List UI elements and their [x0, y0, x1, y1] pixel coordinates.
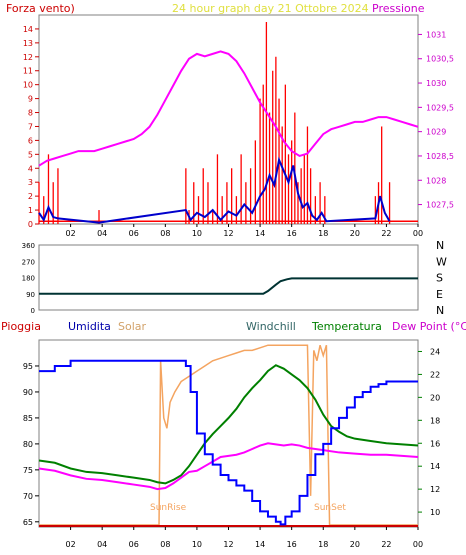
wind-y-tick-label: 3 [28, 178, 33, 187]
wind-pressure-panel: 012345678910111213141027,510281028,51029… [23, 14, 454, 238]
legend-solar: Solar [118, 320, 147, 333]
wind-avg-line [38, 156, 391, 224]
compass-label: E [436, 288, 443, 301]
pressure-y-tick-label: 1031 [426, 30, 446, 39]
temp-y-tick-label: 18 [430, 416, 440, 425]
sunrise-label: SunRise [150, 503, 187, 513]
x-tick-label: 00 [413, 540, 423, 549]
x-tick-label: 20 [350, 229, 360, 238]
x-tick-label: 10 [192, 229, 202, 238]
solar-line [39, 344, 418, 526]
direction-y-tick-label: 360 [22, 242, 35, 250]
x-tick-label: 08 [160, 540, 170, 549]
legend-umidita: Umidita [68, 320, 111, 333]
temp-y-tick-label: 24 [430, 347, 440, 356]
wind-y-tick-label: 2 [28, 192, 33, 201]
x-tick-label: 02 [65, 540, 75, 549]
pressure-y-tick-label: 1030,5 [426, 55, 454, 64]
legend-pioggia: Pioggia [1, 320, 41, 333]
x-tick-label: 18 [318, 540, 328, 549]
x-tick-label: 16 [287, 229, 297, 238]
pressure-y-tick-label: 1029 [426, 128, 446, 137]
compass-label: S [436, 272, 443, 285]
pressure-y-tick-label: 1028,5 [426, 152, 454, 161]
sunset-label: SunSet [314, 503, 346, 513]
plot-frame [38, 339, 419, 528]
x-tick-label: 02 [65, 229, 75, 238]
direction-y-tick-label: 180 [22, 275, 35, 283]
wind-y-tick-label: 12 [23, 53, 33, 62]
x-tick-label: 06 [129, 540, 139, 549]
pressure-y-tick-label: 1030 [426, 79, 446, 88]
wind-y-tick-label: 13 [23, 39, 33, 48]
x-tick-label: 14 [255, 540, 265, 549]
humidity-y-tick-label: 95 [23, 362, 33, 371]
compass-label: N [436, 239, 444, 252]
wind-y-tick-label: 0 [28, 220, 33, 229]
wind-y-tick-label: 8 [28, 109, 33, 118]
legend-windchill: Windchill [246, 320, 296, 333]
x-tick-label: 04 [97, 540, 107, 549]
temperature-line [38, 364, 419, 485]
humidity-y-tick-label: 80 [23, 440, 33, 449]
direction-y-tick-label: 0 [31, 307, 35, 315]
pressure-y-tick-label: 1029,5 [426, 103, 454, 112]
plot-frame [38, 14, 419, 225]
humidity-y-tick-label: 85 [23, 414, 33, 423]
temp-y-tick-label: 22 [430, 370, 440, 379]
x-tick-label: 12 [223, 229, 233, 238]
temp-y-tick-label: 14 [430, 462, 440, 471]
direction-y-tick-label: 90 [26, 291, 35, 299]
humidity-y-tick-label: 70 [23, 492, 33, 501]
pressure-line [38, 50, 419, 167]
wind-y-tick-label: 14 [23, 25, 33, 34]
x-tick-label: 12 [223, 540, 233, 549]
pressure-y-tick-label: 1028 [426, 176, 446, 185]
humidity-line [39, 359, 418, 526]
wind-y-tick-label: 7 [28, 122, 33, 131]
temp-humidity-panel: 65 70 75 80 85 90 95 10 12 14 16 18 20 22 24 02 04 06 08 10… [23, 339, 440, 549]
x-tick-label: 18 [318, 229, 328, 238]
wind-y-tick-label: 9 [28, 95, 33, 104]
compass-label: W [436, 255, 447, 268]
direction-y-tick-label: 270 [22, 258, 35, 266]
dewpoint-line [38, 442, 419, 491]
legend-temperatura: Temperatura [311, 320, 382, 333]
humidity-y-tick-label: 75 [23, 466, 33, 475]
x-tick-label: 14 [255, 229, 265, 238]
x-tick-label: 16 [287, 540, 297, 549]
x-tick-label: 20 [350, 540, 360, 549]
direction-line [39, 277, 418, 295]
wind-axis-label: Forza vento) [6, 2, 75, 15]
temp-y-tick-label: 20 [430, 393, 440, 402]
temp-y-tick-label: 10 [430, 508, 440, 517]
legend-dewpoint: Dew Point (°C) [392, 320, 466, 333]
pressure-axis-label: Pressione [372, 2, 425, 15]
wind-y-tick-label: 1 [28, 206, 33, 215]
x-tick-label: 00 [413, 229, 423, 238]
humidity-y-tick-label: 90 [23, 388, 33, 397]
x-tick-label: 06 [129, 229, 139, 238]
compass-label: N [436, 304, 444, 317]
wind-y-tick-label: 11 [23, 67, 33, 76]
temp-y-tick-label: 12 [430, 485, 440, 494]
temp-y-tick-label: 16 [430, 439, 440, 448]
x-tick-label: 08 [160, 229, 170, 238]
pressure-y-tick-label: 1027,5 [426, 201, 454, 210]
x-tick-label: 22 [381, 229, 391, 238]
x-tick-label: 10 [192, 540, 202, 549]
wind-y-tick-label: 6 [28, 136, 33, 145]
x-tick-label: 22 [381, 540, 391, 549]
x-tick-label: 04 [97, 229, 107, 238]
humidity-y-tick-label: 65 [23, 518, 33, 527]
wind-y-tick-label: 4 [28, 164, 33, 173]
wind-y-tick-label: 10 [23, 81, 33, 90]
chart-title: 24 hour graph day 21 Ottobre 2024 [172, 2, 369, 15]
wind-y-tick-label: 5 [28, 150, 33, 159]
